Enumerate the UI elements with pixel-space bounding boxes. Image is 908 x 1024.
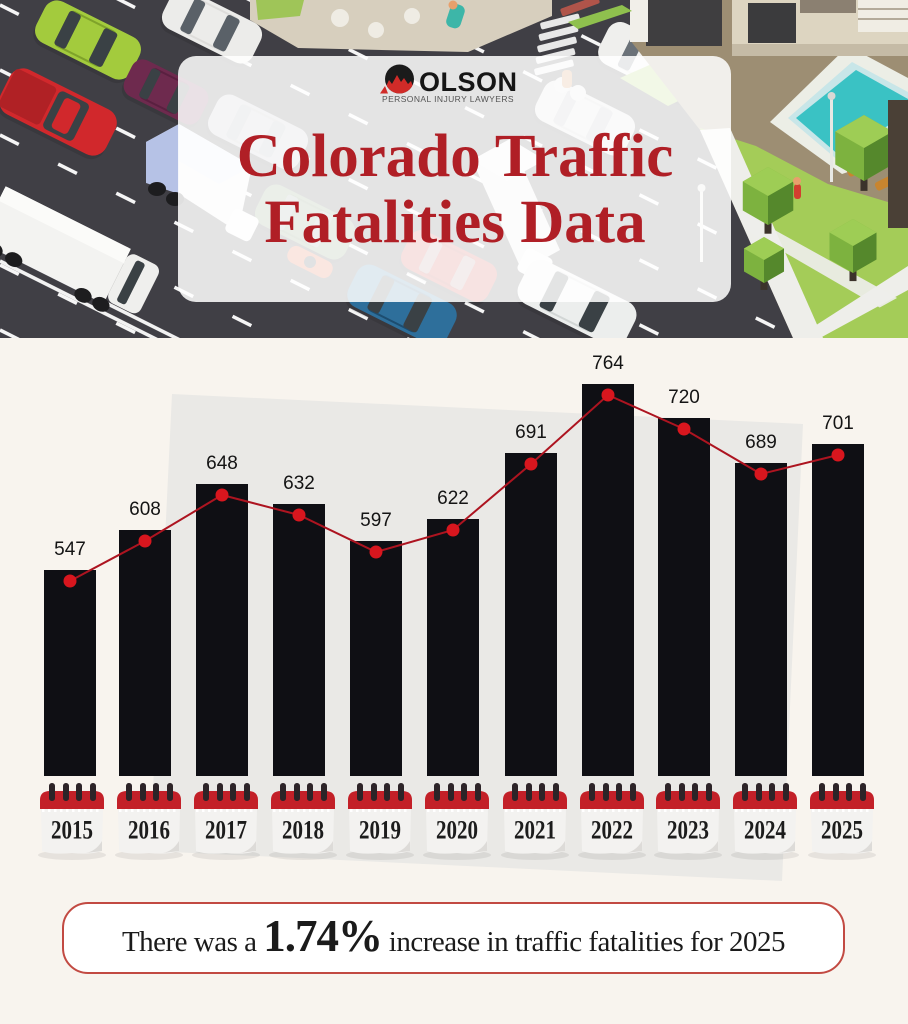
svg-text:Colorado Traffic: Colorado Traffic xyxy=(237,123,674,190)
svg-text:2023: 2023 xyxy=(667,816,709,845)
svg-text:Fatalities Data: Fatalities Data xyxy=(264,189,645,256)
svg-text:2025: 2025 xyxy=(821,816,863,845)
svg-text:OLSON: OLSON xyxy=(419,67,518,97)
svg-text:PERSONAL INJURY LAWYERS: PERSONAL INJURY LAWYERS xyxy=(382,94,514,104)
svg-text:2015: 2015 xyxy=(51,816,93,845)
svg-text:2022: 2022 xyxy=(591,816,633,845)
svg-text:2021: 2021 xyxy=(514,816,556,845)
svg-text:2016: 2016 xyxy=(128,816,170,845)
svg-text:2018: 2018 xyxy=(282,816,324,845)
svg-text:2019: 2019 xyxy=(359,816,401,845)
svg-text:2020: 2020 xyxy=(436,816,478,845)
svg-text:2024: 2024 xyxy=(744,816,786,845)
svg-text:2017: 2017 xyxy=(205,816,247,845)
